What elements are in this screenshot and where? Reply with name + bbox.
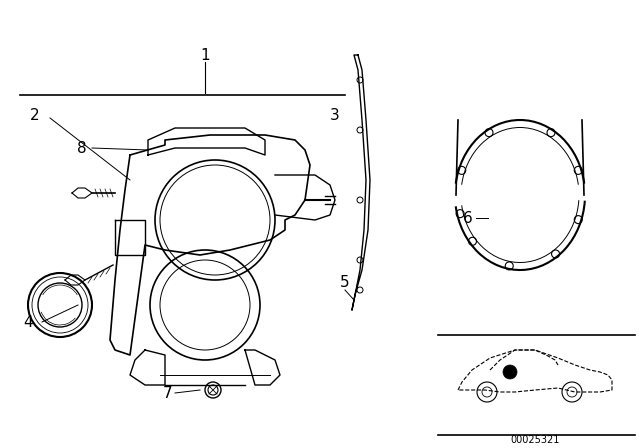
- Text: 3: 3: [330, 108, 340, 122]
- Text: 2: 2: [30, 108, 40, 122]
- Text: 4: 4: [23, 314, 33, 329]
- Text: 00025321: 00025321: [510, 435, 560, 445]
- Text: 5: 5: [340, 275, 350, 289]
- Text: 1: 1: [200, 47, 210, 63]
- Circle shape: [503, 365, 517, 379]
- Text: 6: 6: [463, 211, 473, 225]
- Text: 8: 8: [77, 141, 87, 155]
- Text: 7: 7: [163, 385, 173, 401]
